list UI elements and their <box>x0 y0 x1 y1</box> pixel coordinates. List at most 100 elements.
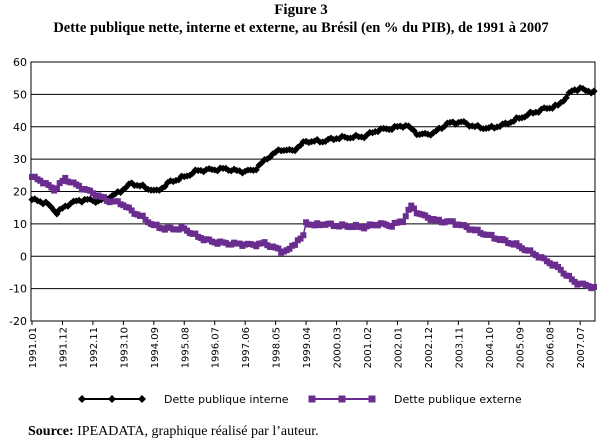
legend-label: Dette publique interne <box>164 393 289 406</box>
x-tick-label: 1997.06 <box>241 327 252 368</box>
x-tick-label: 2004.10 <box>485 327 496 368</box>
data-point <box>402 213 409 220</box>
x-tick-label: 2002.01 <box>393 327 404 368</box>
data-point <box>399 123 407 131</box>
data-point <box>523 111 532 119</box>
data-point <box>557 266 564 273</box>
data-point <box>255 161 263 169</box>
data-point <box>100 194 107 201</box>
legend-item: Dette publique interne <box>78 393 289 406</box>
x-tick-label: 2002.12 <box>424 327 435 368</box>
data-point <box>463 119 471 128</box>
data-point <box>554 101 562 109</box>
data-point <box>274 146 282 154</box>
data-point <box>488 231 495 238</box>
x-tick-label: 2001.02 <box>363 327 374 368</box>
y-tick-label: 60 <box>13 56 27 69</box>
legend-marker <box>338 395 346 403</box>
x-axis: 1991.01 1991.12 1992.11 1993.10 1994.09 1995.… <box>28 321 587 368</box>
data-point <box>139 212 146 219</box>
data-point <box>291 147 299 155</box>
data-point <box>50 207 58 215</box>
x-tick-label: 1991.01 <box>28 327 39 368</box>
legend-marker <box>78 395 86 403</box>
data-point <box>449 218 456 225</box>
data-point <box>510 117 518 125</box>
series-layer <box>28 84 598 292</box>
figure-title: Dette publique nette, interne et externe… <box>53 20 549 36</box>
data-point <box>48 184 55 191</box>
data-point <box>53 185 60 192</box>
data-point <box>407 124 415 133</box>
x-tick-label: 1993.10 <box>119 327 130 368</box>
data-point <box>297 235 304 242</box>
legend-marker <box>368 395 376 403</box>
source-note: Source: IPEADATA, graphique réalisé par … <box>28 424 319 440</box>
data-point <box>252 166 260 174</box>
y-tick-label: 20 <box>13 186 27 199</box>
data-point <box>421 129 429 137</box>
x-tick-label: 1994.09 <box>150 327 161 368</box>
data-point <box>59 177 66 184</box>
data-point <box>591 284 597 291</box>
data-point <box>153 221 160 228</box>
data-point <box>566 272 573 279</box>
data-point <box>292 241 299 248</box>
source-text: IPEADATA, graphique réalisé par l’auteur… <box>77 424 319 439</box>
data-point <box>302 137 310 145</box>
data-point <box>275 245 282 252</box>
y-tick-label: -10 <box>9 283 27 296</box>
data-point <box>119 185 127 194</box>
data-point <box>429 129 438 137</box>
legend-marker <box>138 395 146 403</box>
series-dette-publique-externe <box>29 173 597 292</box>
data-point <box>521 113 529 121</box>
data-point <box>562 94 570 102</box>
data-point <box>368 129 377 137</box>
data-point <box>527 247 534 254</box>
plot-area-frame <box>30 61 596 322</box>
data-point <box>67 199 75 208</box>
data-point <box>192 230 199 237</box>
data-point <box>487 122 496 130</box>
legend-marker <box>108 395 116 403</box>
data-point <box>529 109 537 117</box>
y-tick-label: 30 <box>13 153 27 166</box>
y-tick-label: 10 <box>13 218 27 231</box>
x-tick-label: 2005.09 <box>515 327 526 368</box>
x-tick-label: 1995.08 <box>180 327 191 368</box>
data-point <box>62 174 69 181</box>
data-point <box>559 97 568 105</box>
data-point <box>76 182 83 189</box>
data-point <box>474 226 481 233</box>
data-point <box>504 120 512 128</box>
x-tick-label: 2006.08 <box>546 327 557 368</box>
data-point <box>45 200 53 209</box>
data-point <box>269 150 277 158</box>
data-point <box>537 105 545 113</box>
gridlines <box>31 93 595 290</box>
legend: Dette publique interne Dette publique ext… <box>78 393 522 406</box>
data-point <box>513 240 520 247</box>
y-tick-label: 50 <box>13 88 27 101</box>
series-dette-publique-interne <box>28 84 598 218</box>
figure-label: Figure 3 <box>274 2 328 18</box>
x-tick-label: 2007.07 <box>576 327 587 368</box>
data-point <box>496 122 504 131</box>
data-point <box>432 127 440 135</box>
data-point <box>440 122 449 130</box>
data-point <box>438 124 446 133</box>
data-point <box>507 118 515 126</box>
data-point <box>128 207 135 214</box>
data-point <box>324 135 332 143</box>
x-tick-label: 1999.04 <box>302 327 313 368</box>
x-tick-label: 1991.12 <box>58 327 69 368</box>
x-tick-label: 1992.11 <box>89 327 100 368</box>
data-point <box>571 86 579 94</box>
data-point <box>471 123 479 131</box>
x-tick-label: 1996.07 <box>211 327 222 368</box>
x-tick-label: 2000.03 <box>333 327 344 368</box>
data-point <box>341 133 349 141</box>
x-tick-label: 2003.11 <box>454 327 465 368</box>
